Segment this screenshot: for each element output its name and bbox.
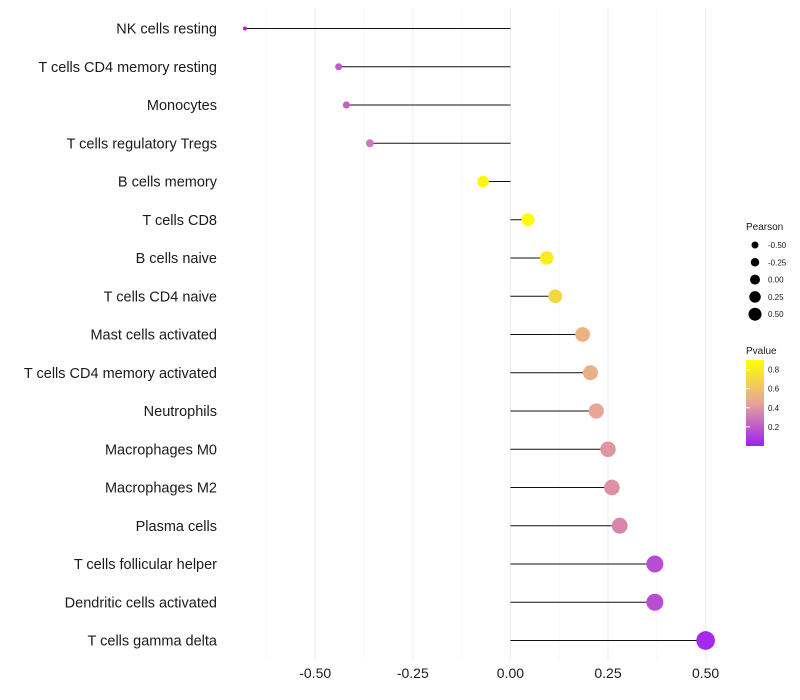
point bbox=[521, 213, 535, 227]
color-legend: Pvalue 0.2 0.4 0.6 0.8 bbox=[746, 346, 780, 446]
size-legend-key bbox=[750, 258, 760, 267]
point bbox=[588, 403, 604, 419]
color-legend-label: 0.4 bbox=[768, 404, 780, 413]
color-legend-label: 0.2 bbox=[768, 423, 780, 432]
points bbox=[242, 26, 715, 650]
size-legend-title: Pearson bbox=[746, 222, 783, 233]
size-legend-label: 0.50 bbox=[768, 310, 784, 319]
point bbox=[646, 555, 664, 573]
point bbox=[696, 631, 715, 650]
size-legend-key bbox=[750, 274, 760, 285]
point bbox=[604, 479, 620, 496]
category-label: T cells CD8 bbox=[142, 213, 217, 229]
category-label: Macrophages M2 bbox=[105, 481, 217, 497]
color-legend-title: Pvalue bbox=[746, 346, 777, 357]
point bbox=[335, 63, 343, 71]
color-legend-bar bbox=[746, 360, 764, 446]
point bbox=[242, 26, 247, 31]
point bbox=[477, 175, 489, 188]
category-label: T cells gamma delta bbox=[88, 634, 218, 650]
color-legend-label: 0.8 bbox=[768, 366, 780, 375]
x-tick-label: 0.50 bbox=[692, 665, 719, 681]
category-label: T cells CD4 memory activated bbox=[24, 366, 217, 382]
grid bbox=[265, 8, 707, 660]
size-legend-label: 0.00 bbox=[768, 276, 784, 285]
category-label: Macrophages M0 bbox=[105, 442, 217, 458]
category-label: B cells naive bbox=[136, 251, 217, 267]
size-legend-key bbox=[749, 291, 761, 303]
point bbox=[548, 289, 563, 304]
point bbox=[646, 593, 664, 611]
category-label: Monocytes bbox=[147, 98, 217, 114]
category-label: Dendritic cells activated bbox=[65, 595, 217, 611]
category-label: B cells memory bbox=[118, 175, 218, 191]
color-legend-label: 0.6 bbox=[768, 385, 780, 394]
size-legend-key bbox=[751, 241, 759, 249]
x-tick-label: 0.00 bbox=[497, 665, 524, 681]
size-legend-label: 0.25 bbox=[768, 293, 784, 302]
point bbox=[611, 517, 628, 534]
category-label: T cells follicular helper bbox=[74, 557, 217, 573]
point bbox=[342, 101, 351, 109]
category-label: T cells regulatory Tregs bbox=[67, 136, 217, 152]
size-legend-label: -0.50 bbox=[768, 241, 787, 250]
stems bbox=[244, 28, 706, 641]
x-tick-label: -0.25 bbox=[397, 665, 429, 681]
point bbox=[600, 441, 616, 458]
x-tick-label: -0.50 bbox=[299, 665, 331, 681]
size-legend-label: -0.25 bbox=[768, 258, 787, 267]
size-legend: Pearson -0.50 -0.25 0.00 0.25 0.50 bbox=[746, 222, 787, 321]
category-label: Neutrophils bbox=[144, 404, 217, 420]
category-label: NK cells resting bbox=[116, 22, 217, 38]
y-axis-labels: NK cells resting T cells CD4 memory resti… bbox=[24, 22, 218, 650]
size-legend-key bbox=[748, 307, 762, 321]
point bbox=[575, 327, 590, 342]
category-label: Plasma cells bbox=[136, 519, 217, 535]
category-label: T cells CD4 naive bbox=[104, 289, 217, 305]
point bbox=[582, 365, 598, 381]
point bbox=[365, 139, 374, 148]
x-tick-label: 0.25 bbox=[594, 665, 621, 681]
point bbox=[539, 251, 554, 265]
category-label: Mast cells activated bbox=[90, 328, 217, 344]
category-label: T cells CD4 memory resting bbox=[38, 60, 217, 76]
x-axis-ticks: -0.50 -0.25 0.00 0.25 0.50 bbox=[299, 665, 719, 681]
